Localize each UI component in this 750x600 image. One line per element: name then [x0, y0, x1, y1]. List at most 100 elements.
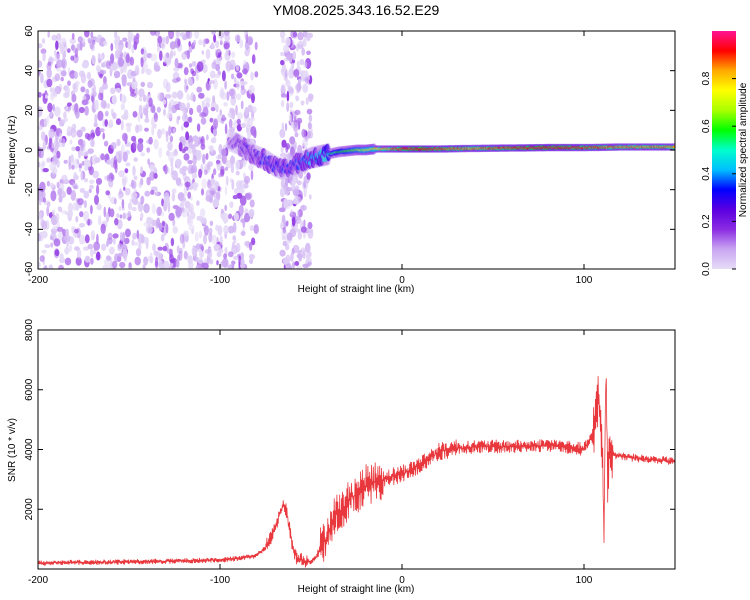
- snr-panel: -200 -100 0 100 2000 4000 6000 8000 Height of …: [7, 318, 676, 595]
- heatmap-noise-cell: [66, 186, 72, 195]
- heatmap-noise-cell: [56, 33, 62, 41]
- heatmap-noise-cell: [125, 162, 131, 167]
- heatmap-noise-cell: [153, 250, 159, 256]
- heatmap-noise-cell: [178, 141, 183, 152]
- heatmap-noise-cell: [307, 221, 313, 230]
- heatmap-noise-cell: [146, 176, 151, 186]
- heatmap-noise-cell: [86, 71, 92, 80]
- heatmap-noise-cell: [250, 169, 254, 181]
- heatmap-noise-cell: [248, 241, 253, 251]
- heatmap-noise-cell: [74, 103, 79, 113]
- heatmap-noise-cell: [219, 235, 223, 246]
- heatmap-noise-cell: [213, 34, 217, 43]
- heatmap-noise-cell: [72, 202, 78, 211]
- heatmap-noise-cell: [99, 40, 102, 46]
- heatmap-noise-cell: [91, 55, 96, 65]
- heatmap-noise-cell: [140, 152, 146, 157]
- heatmap-noise-cell: [134, 64, 140, 76]
- heatmap-noise-cell: [84, 255, 91, 263]
- heatmap-noise-cell: [239, 39, 244, 49]
- colorbar-tick-label: 0.8: [701, 71, 712, 85]
- heatmap-noise-cell: [70, 55, 75, 61]
- heatmap-noise-cell: [201, 217, 207, 226]
- heatmap-noise-cell: [211, 61, 217, 70]
- heatmap-noise-cell: [294, 261, 300, 266]
- heatmap-noise-cell: [115, 87, 121, 93]
- heatmap-noise-cell: [135, 124, 140, 134]
- heatmap-noise-cell: [236, 118, 241, 125]
- heatmap-noise-cell: [112, 233, 119, 239]
- heatmap-noise-cell: [172, 226, 178, 234]
- heatmap-noise-cell: [291, 180, 296, 191]
- heatmap-noise-cell: [248, 208, 255, 218]
- heatmap-noise-cell: [74, 246, 80, 251]
- heatmap-noise-cell: [175, 177, 182, 186]
- heatmap-noise-cell: [156, 206, 163, 217]
- heatmap-noise-cell: [84, 31, 90, 38]
- heatmap-noise-cell: [79, 211, 84, 218]
- heatmap-noise-cell: [140, 234, 145, 244]
- heatmap-noise-cell: [244, 107, 249, 115]
- heatmap-noise-cell: [192, 94, 196, 103]
- heatmap-noise-cell: [213, 73, 221, 79]
- heatmap-noise-cell: [242, 68, 248, 75]
- heatmap-noise-cell: [245, 193, 252, 201]
- heatmap-noise-cell: [216, 251, 222, 258]
- heatmap-noise-cell: [99, 54, 104, 61]
- heatmap-noise-cell: [100, 99, 107, 109]
- heatmap-noise-cell: [150, 117, 156, 127]
- heatmap-noise-cell: [110, 62, 114, 73]
- heatmap-noise-cell: [171, 165, 174, 176]
- heatmap-noise-cell: [290, 146, 295, 158]
- snr-y-axis-label: SNR (10 * v/v): [7, 418, 18, 482]
- heatmap-noise-cell: [63, 111, 67, 119]
- heatmap-noise-cell: [75, 216, 79, 223]
- heatmap-noise-cell: [244, 240, 251, 247]
- heatmap-noise-cell: [90, 248, 94, 258]
- heatmap-noise-cell: [229, 126, 236, 133]
- heatmap-noise-cell: [202, 262, 209, 269]
- heatmap-noise-cell: [221, 148, 227, 157]
- colorbar: 0.0 0.2 0.4 0.6 0.8 Normalized spectral ampl…: [701, 31, 749, 276]
- heatmap-noise-cell: [137, 141, 144, 153]
- heatmap-noise-cell: [292, 122, 299, 131]
- heatmap-noise-cell: [306, 253, 310, 261]
- heatmap-noise-cell: [297, 144, 303, 156]
- heatmap-noise-cell: [95, 126, 101, 137]
- heatmap-noise-cell: [59, 43, 65, 54]
- heatmap-noise-cell: [198, 168, 203, 179]
- heatmap-noise-cell: [160, 128, 166, 135]
- heatmap-noise-cell: [74, 228, 79, 234]
- heatmap-noise-cell: [107, 232, 113, 240]
- heatmap-noise-cell: [280, 99, 285, 108]
- heatmap-noise-cell: [131, 180, 137, 190]
- colorbar-label: Normalized spectral amplitude: [738, 82, 749, 217]
- heatmap-noise-cell: [171, 91, 178, 99]
- heatmap-noise-cell: [186, 49, 190, 60]
- heatmap-noise-cell: [143, 94, 147, 103]
- heatmap-noise-cell: [225, 48, 230, 56]
- heatmap-noise-cell: [298, 253, 303, 262]
- colorbar-strip: [712, 31, 736, 269]
- heatmap-noise-cell: [289, 101, 294, 109]
- heatmap-noise-cell: [285, 254, 291, 264]
- heatmap-noise-cell: [235, 93, 242, 100]
- heatmap-noise-cell: [89, 184, 94, 190]
- heatmap-noise-cell: [46, 157, 51, 163]
- snr-x-tick-label: -100: [210, 575, 230, 586]
- heatmap-noise-cell: [209, 117, 214, 123]
- heatmap-noise-cell: [127, 202, 133, 211]
- heatmap-noise-cell: [118, 206, 122, 211]
- heatmap-y-tick-label: 60: [24, 25, 35, 37]
- heatmap-noise-cell: [149, 164, 155, 172]
- heatmap-noise-cell: [121, 74, 127, 83]
- heatmap-noise-cell: [46, 115, 50, 124]
- heatmap-noise-cell: [138, 242, 142, 251]
- heatmap-noise-cell: [144, 118, 150, 123]
- heatmap-noise-cell: [187, 164, 194, 175]
- heatmap-noise-cell: [198, 92, 205, 99]
- heatmap-noise-cell: [74, 184, 79, 190]
- heatmap-noise-cell: [215, 40, 220, 48]
- heatmap-noise-cell: [220, 165, 225, 175]
- heatmap-noise-cell: [38, 146, 42, 157]
